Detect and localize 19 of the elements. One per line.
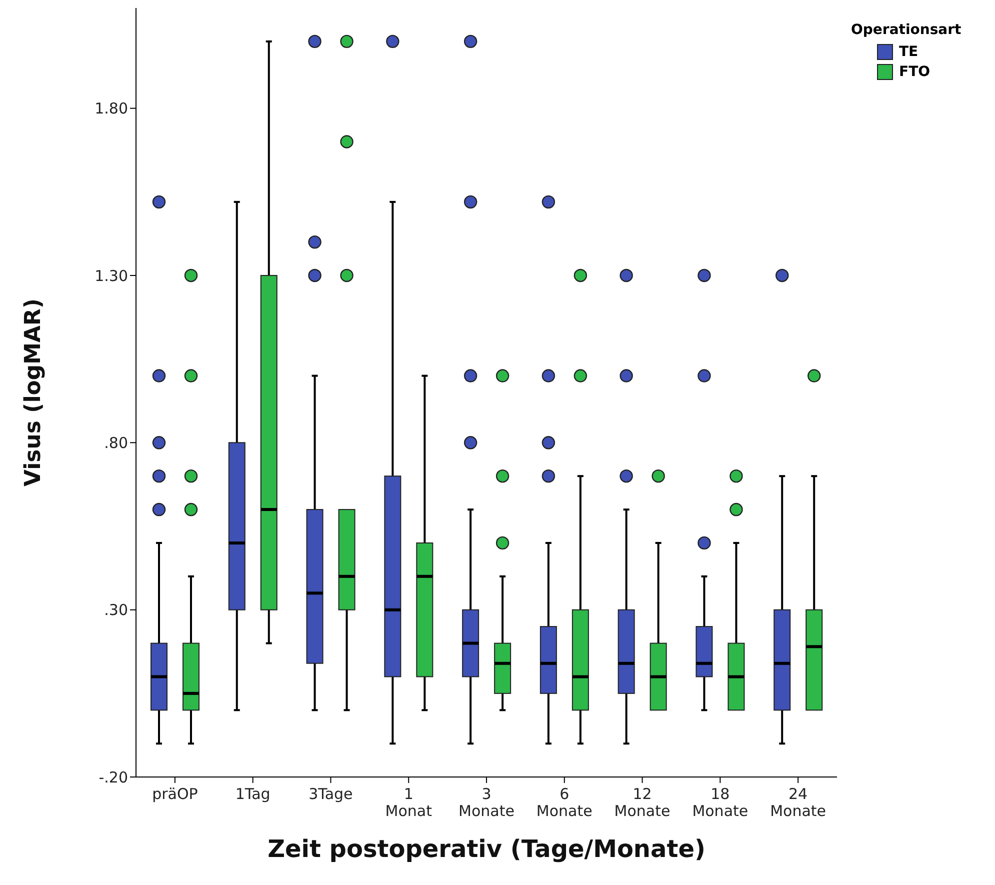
y-tick-label: 1.30 <box>94 266 128 285</box>
x-tick-label: 24 Monate <box>770 785 826 820</box>
x-tick-label: 3Tage <box>308 785 353 803</box>
y-axis-title: Visus (logMAR) <box>20 298 46 487</box>
x-tick-label: 12 Monate <box>614 785 670 820</box>
x-tick-label: 18 Monate <box>692 785 748 820</box>
y-tick-label: .80 <box>104 434 128 452</box>
legend-label: FTO <box>899 64 930 80</box>
y-tick-label: .30 <box>104 601 128 620</box>
y-tick-label: -.20 <box>98 768 128 786</box>
x-tick-label: 6 Monate <box>536 785 592 820</box>
x-axis-title: Zeit postoperativ (Tage/Monate) <box>268 835 706 863</box>
x-tick-label: 1 Monat <box>385 785 432 820</box>
x-tick-label: 1Tag <box>235 785 270 803</box>
x-tick-label: 3 Monate <box>458 785 514 820</box>
legend-label: TE <box>899 44 918 60</box>
legend-title: Operationsart <box>851 22 962 38</box>
x-tick-label: präOP <box>152 785 198 803</box>
y-tick-label: 1.80 <box>94 100 128 118</box>
